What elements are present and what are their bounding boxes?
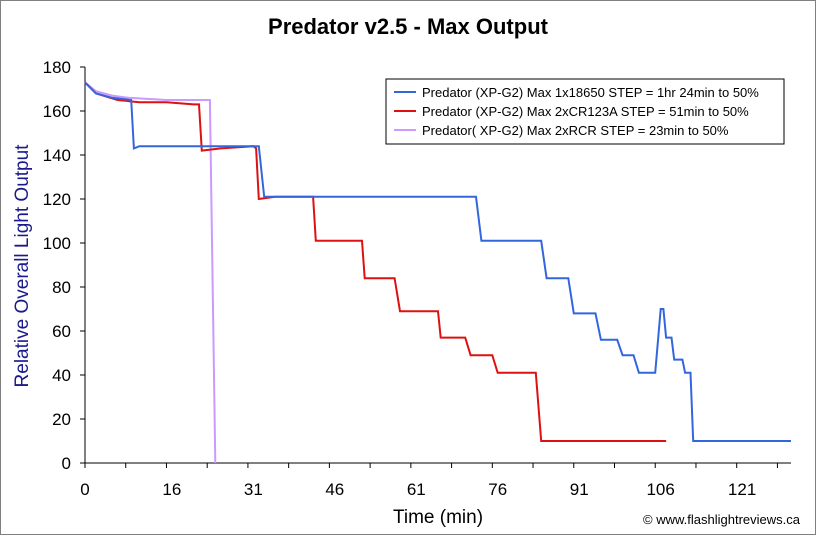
x-tick-label: 106	[646, 480, 674, 499]
x-tick-label: 76	[488, 480, 507, 499]
y-tick-label: 80	[52, 278, 71, 297]
series-layer	[84, 81, 791, 464]
x-tick-label: 46	[325, 480, 344, 499]
legend-label: Predator( XP-G2) Max 2xRCR STEP = 23min …	[422, 123, 729, 138]
x-tick-label: 16	[162, 480, 181, 499]
legend-box	[385, 78, 785, 145]
credit-text: © www.flashlightreviews.ca	[643, 512, 800, 527]
series-line-1	[84, 81, 791, 442]
chart-title: Predator v2.5 - Max Output	[268, 14, 548, 39]
x-tick-label: 61	[407, 480, 426, 499]
y-axis-label: Relative Overall Light Output	[12, 144, 33, 388]
y-tick-label: 160	[43, 102, 71, 121]
y-tick-label: 120	[43, 190, 71, 209]
x-tick-label: 0	[80, 480, 89, 499]
y-tick-label: 0	[62, 454, 71, 473]
y-tick-label: 180	[43, 58, 71, 77]
series-line-2	[84, 81, 667, 442]
legend-label: Predator (XP-G2) Max 1x18650 STEP = 1hr …	[422, 85, 759, 100]
y-tick-label: 100	[43, 234, 71, 253]
x-tick-label: 121	[728, 480, 756, 499]
y-tick-label: 40	[52, 366, 71, 385]
y-tick-label: 20	[52, 410, 71, 429]
series-line-3	[84, 81, 217, 464]
y-tick-label: 140	[43, 146, 71, 165]
legend: Predator (XP-G2) Max 1x18650 STEP = 1hr …	[385, 78, 785, 145]
legend-label: Predator (XP-G2) Max 2xCR123A STEP = 51m…	[422, 104, 749, 119]
x-tick-label: 31	[244, 480, 263, 499]
y-tick-label: 60	[52, 322, 71, 341]
x-tick-label: 91	[570, 480, 589, 499]
x-axis-label: Time (min)	[393, 507, 483, 528]
axes: 0 20 40 60 80 100 120 140 160 180 0 16 31 46 61 76 91 106…	[43, 58, 791, 499]
